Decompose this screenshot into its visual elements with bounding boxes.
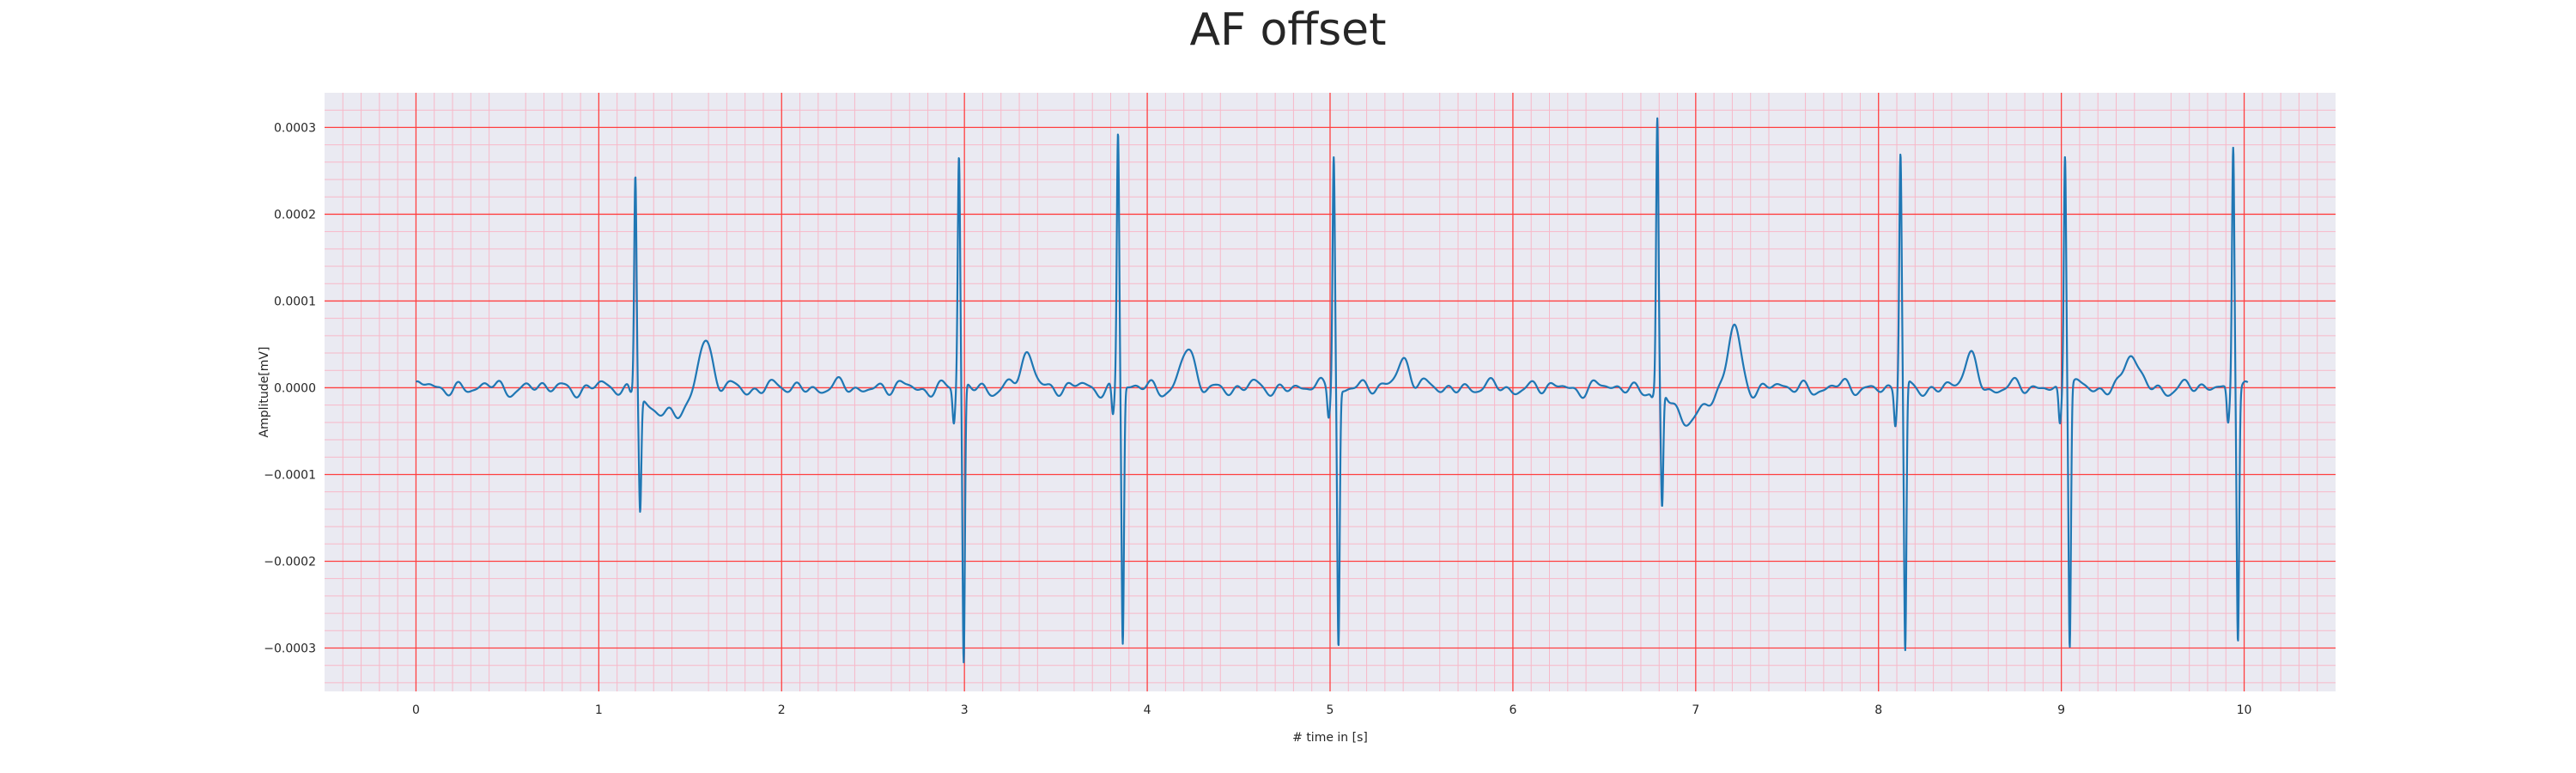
y-tick-label: 0.0003 xyxy=(274,121,316,135)
x-tick-labels: 0 1 2 3 4 5 6 7 8 9 10 xyxy=(412,703,2251,717)
x-tick-label: 4 xyxy=(1144,703,1151,717)
series-line-ecg xyxy=(415,117,2249,664)
y-tick-label: −0.0002 xyxy=(264,555,316,569)
x-tick-label: 9 xyxy=(2057,703,2065,717)
x-tick-label: 3 xyxy=(961,703,969,717)
x-tick-label: 1 xyxy=(595,703,603,717)
x-tick-label: 2 xyxy=(778,703,786,717)
x-tick-label: 6 xyxy=(1509,703,1516,717)
y-tick-label: 0.0000 xyxy=(274,381,316,395)
minor-grid xyxy=(325,93,2336,691)
x-tick-label: 7 xyxy=(1692,703,1699,717)
x-tick-label: 0 xyxy=(412,703,420,717)
y-axis-label: Amplitude[mV] xyxy=(258,347,271,438)
x-tick-label: 8 xyxy=(1874,703,1882,717)
y-tick-label: −0.0003 xyxy=(264,642,316,655)
y-tick-labels: 0.0003 0.0002 0.0001 0.0000 −0.0001 −0.0002 −0… xyxy=(264,121,316,655)
x-axis-label: # time in [s] xyxy=(1292,731,1368,745)
x-tick-label: 5 xyxy=(1327,703,1334,717)
chart-title: AF offset xyxy=(1189,4,1386,56)
y-tick-label: −0.0001 xyxy=(264,468,316,482)
y-tick-label: 0.0002 xyxy=(274,208,316,222)
x-tick-label: 10 xyxy=(2237,703,2252,717)
y-tick-label: 0.0001 xyxy=(274,295,316,308)
